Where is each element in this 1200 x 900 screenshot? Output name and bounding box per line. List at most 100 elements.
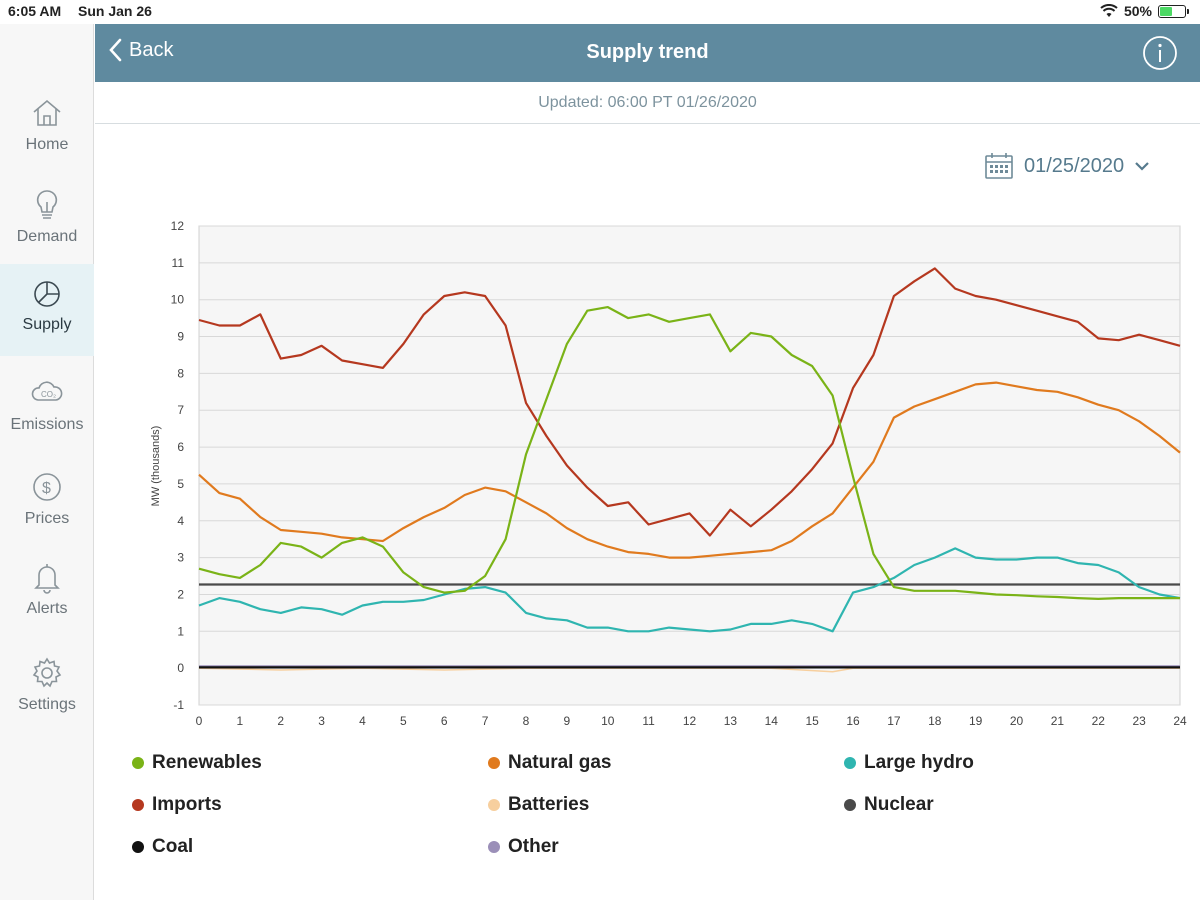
legend-label: Large hydro: [864, 752, 974, 773]
legend-label: Nuclear: [864, 794, 934, 815]
legend-dot: [488, 757, 500, 769]
sidebar-item-label: Supply: [22, 316, 72, 333]
series-line-natural-gas: [198, 381, 1181, 559]
chevron-down-icon: [1135, 162, 1149, 171]
x-tick-label: 14: [765, 714, 779, 728]
sidebar-item-label: Settings: [18, 696, 76, 713]
wifi-icon: [1100, 4, 1118, 17]
x-tick-label: 23: [1132, 714, 1146, 728]
plot-area: [198, 225, 1181, 706]
back-button[interactable]: Back: [109, 38, 173, 62]
sidebar-item-settings[interactable]: Settings: [0, 644, 94, 736]
svg-text:CO₂: CO₂: [41, 390, 56, 399]
y-axis-label: MW (thousands): [150, 426, 162, 507]
back-label: Back: [129, 38, 174, 61]
x-tick-label: 21: [1051, 714, 1065, 728]
y-tick-label: 4: [177, 514, 184, 528]
sidebar-item-label: Home: [25, 136, 69, 153]
sidebar-item-home[interactable]: Home: [0, 84, 94, 176]
sidebar-item-label: Emissions: [10, 416, 84, 433]
chevron-left-icon: [109, 38, 122, 62]
x-axis-ticks: 0 1 2 3 4 5 6 7 8 9 10 11 12 13 14 15 16 17 18 19 20 21 22 23 24: [196, 714, 1187, 728]
y-tick-label: 0: [177, 661, 184, 675]
pie-chart-icon: [34, 281, 60, 307]
x-tick-label: 9: [564, 714, 571, 728]
legend-dot: [132, 799, 144, 811]
x-tick-label: 12: [683, 714, 697, 728]
x-tick-label: 1: [237, 714, 244, 728]
y-tick-label: 3: [177, 551, 184, 565]
legend-dot: [844, 757, 856, 769]
x-tick-label: 17: [887, 714, 901, 728]
sidebar-item-supply[interactable]: Supply: [0, 264, 94, 356]
legend-batteries[interactable]: Batteries: [488, 794, 589, 816]
y-tick-label: 11: [172, 256, 185, 270]
status-date: Sun Jan 26: [78, 3, 152, 19]
sidebar-item-prices[interactable]: $ Prices: [0, 458, 94, 550]
svg-text:$: $: [42, 480, 51, 497]
x-tick-label: 20: [1010, 714, 1024, 728]
x-tick-label: 8: [523, 714, 530, 728]
legend-renewables[interactable]: Renewables: [132, 752, 262, 774]
y-tick-label: 6: [177, 440, 184, 454]
sidebar-item-label: Demand: [16, 228, 78, 245]
sidebar-item-emissions[interactable]: CO₂ Emissions: [0, 364, 94, 456]
date-picker-value: 01/25/2020: [1024, 154, 1125, 177]
legend-large-hydro[interactable]: Large hydro: [844, 752, 974, 774]
legend-dot: [132, 757, 144, 769]
status-bar: 6:05 AM Sun Jan 26 50%: [0, 0, 1200, 24]
calendar-icon: [985, 153, 1013, 179]
sidebar-item-label: Alerts: [26, 600, 68, 617]
legend-natural-gas[interactable]: Natural gas: [488, 752, 611, 774]
x-tick-label: 6: [441, 714, 448, 728]
status-right: 50%: [1100, 3, 1189, 19]
x-tick-label: 0: [196, 714, 203, 728]
y-tick-label: 5: [177, 477, 184, 491]
y-tick-label: 2: [177, 587, 184, 601]
legend-coal[interactable]: Coal: [132, 836, 193, 858]
legend-label: Coal: [152, 836, 194, 857]
y-tick-label: 8: [177, 366, 184, 380]
chart-series: [198, 267, 1181, 673]
x-tick-label: 24: [1173, 714, 1187, 728]
x-tick-label: 18: [928, 714, 942, 728]
lightbulb-icon: [36, 190, 58, 219]
sidebar-item-label: Prices: [24, 510, 70, 527]
x-tick-label: 2: [277, 714, 284, 728]
legend-dot: [488, 841, 500, 853]
chart-grid: [198, 225, 1181, 706]
legend-nuclear[interactable]: Nuclear: [844, 794, 934, 816]
y-tick-label: 1: [177, 624, 184, 638]
updated-timestamp: Updated: 06:00 PT 01/26/2020: [95, 82, 1200, 124]
gear-icon: [32, 657, 62, 688]
sidebar: Home Demand Supply CO₂ Emissions $ Price…: [0, 24, 94, 900]
sidebar-item-alerts[interactable]: Alerts: [0, 548, 94, 640]
legend-dot: [844, 799, 856, 811]
x-tick-label: 3: [318, 714, 325, 728]
x-tick-label: 4: [359, 714, 366, 728]
series-line-renewables: [198, 306, 1180, 600]
y-tick-label: 10: [171, 293, 185, 307]
y-tick-label: -1: [173, 698, 184, 712]
legend-other[interactable]: Other: [488, 836, 559, 858]
legend-imports[interactable]: Imports: [132, 794, 222, 816]
legend-label: Other: [508, 836, 559, 857]
info-icon[interactable]: [1142, 35, 1178, 71]
page-title: Supply trend: [586, 41, 709, 63]
x-tick-label: 16: [846, 714, 860, 728]
legend-label: Imports: [152, 794, 222, 815]
series-line-imports: [198, 267, 1181, 537]
battery-percent: 50%: [1123, 3, 1152, 19]
series-line-large-hydro: [198, 547, 1181, 633]
home-icon: [33, 99, 61, 126]
legend-label: Natural gas: [508, 752, 612, 773]
battery-icon: [1158, 4, 1189, 18]
x-tick-label: 13: [724, 714, 738, 728]
y-tick-label: 9: [177, 330, 184, 344]
sidebar-item-demand[interactable]: Demand: [0, 176, 94, 268]
legend-label: Renewables: [152, 752, 262, 773]
x-tick-label: 22: [1092, 714, 1106, 728]
date-picker[interactable]: 01/25/2020: [984, 152, 1150, 180]
series-line-batteries: [198, 667, 1180, 673]
